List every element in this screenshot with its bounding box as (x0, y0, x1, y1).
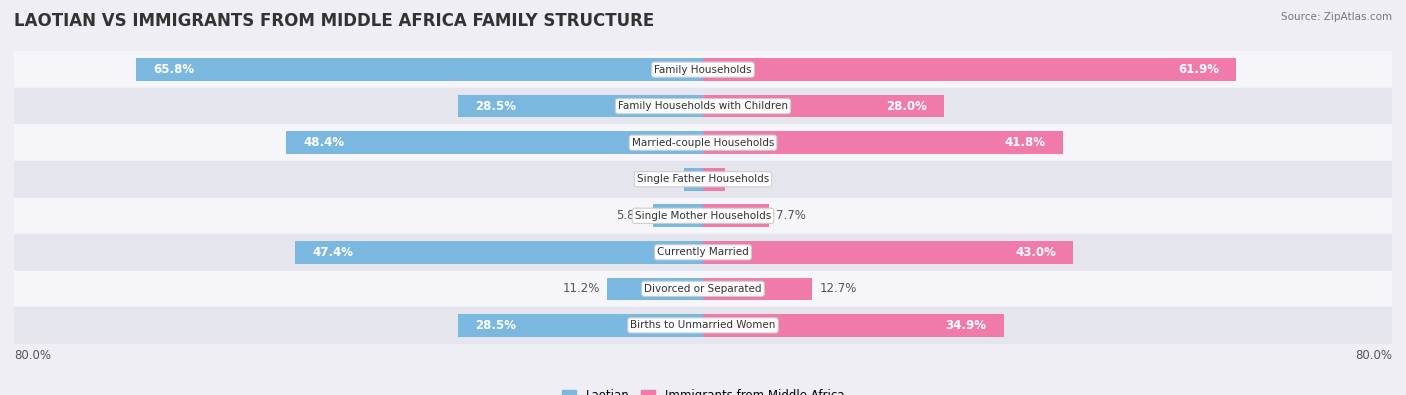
Text: Single Father Households: Single Father Households (637, 174, 769, 184)
Bar (136, 58, 703, 81)
Text: 11.2%: 11.2% (562, 282, 599, 295)
Text: 43.0%: 43.0% (1015, 246, 1056, 259)
Bar (703, 95, 945, 117)
Text: Single Mother Households: Single Mother Households (636, 211, 770, 221)
Bar (14, 51, 1392, 88)
Bar (14, 161, 1392, 198)
Text: Divorced or Separated: Divorced or Separated (644, 284, 762, 294)
Bar (703, 168, 724, 190)
Bar (287, 132, 703, 154)
Text: 48.4%: 48.4% (304, 136, 344, 149)
Bar (652, 205, 703, 227)
Bar (703, 278, 813, 300)
Bar (295, 241, 703, 263)
Text: 5.8%: 5.8% (617, 209, 647, 222)
Text: 41.8%: 41.8% (1005, 136, 1046, 149)
Bar (703, 205, 769, 227)
Bar (703, 132, 1063, 154)
Text: Family Households: Family Households (654, 65, 752, 75)
Legend: Laotian, Immigrants from Middle Africa: Laotian, Immigrants from Middle Africa (562, 389, 844, 395)
Text: 34.9%: 34.9% (945, 319, 987, 332)
Text: 65.8%: 65.8% (153, 63, 194, 76)
Text: 2.2%: 2.2% (647, 173, 678, 186)
Text: Source: ZipAtlas.com: Source: ZipAtlas.com (1281, 12, 1392, 22)
Bar (685, 168, 703, 190)
Bar (703, 241, 1073, 263)
Text: 2.5%: 2.5% (731, 173, 761, 186)
Text: Births to Unmarried Women: Births to Unmarried Women (630, 320, 776, 330)
Text: 28.5%: 28.5% (475, 100, 516, 113)
Text: 7.7%: 7.7% (776, 209, 806, 222)
Text: LAOTIAN VS IMMIGRANTS FROM MIDDLE AFRICA FAMILY STRUCTURE: LAOTIAN VS IMMIGRANTS FROM MIDDLE AFRICA… (14, 12, 654, 30)
Bar (703, 314, 1004, 337)
Bar (606, 278, 703, 300)
Bar (14, 307, 1392, 344)
Text: 28.5%: 28.5% (475, 319, 516, 332)
Bar (14, 124, 1392, 161)
Bar (14, 88, 1392, 124)
Text: 28.0%: 28.0% (886, 100, 927, 113)
Bar (14, 234, 1392, 271)
Text: 12.7%: 12.7% (820, 282, 856, 295)
Text: Currently Married: Currently Married (657, 247, 749, 257)
Text: 61.9%: 61.9% (1178, 63, 1219, 76)
Bar (14, 198, 1392, 234)
Text: Family Households with Children: Family Households with Children (619, 101, 787, 111)
Bar (703, 58, 1236, 81)
Text: 80.0%: 80.0% (14, 349, 51, 362)
Text: 47.4%: 47.4% (312, 246, 353, 259)
Text: 80.0%: 80.0% (1355, 349, 1392, 362)
Text: Married-couple Households: Married-couple Households (631, 138, 775, 148)
Bar (457, 314, 703, 337)
Bar (14, 271, 1392, 307)
Bar (457, 95, 703, 117)
